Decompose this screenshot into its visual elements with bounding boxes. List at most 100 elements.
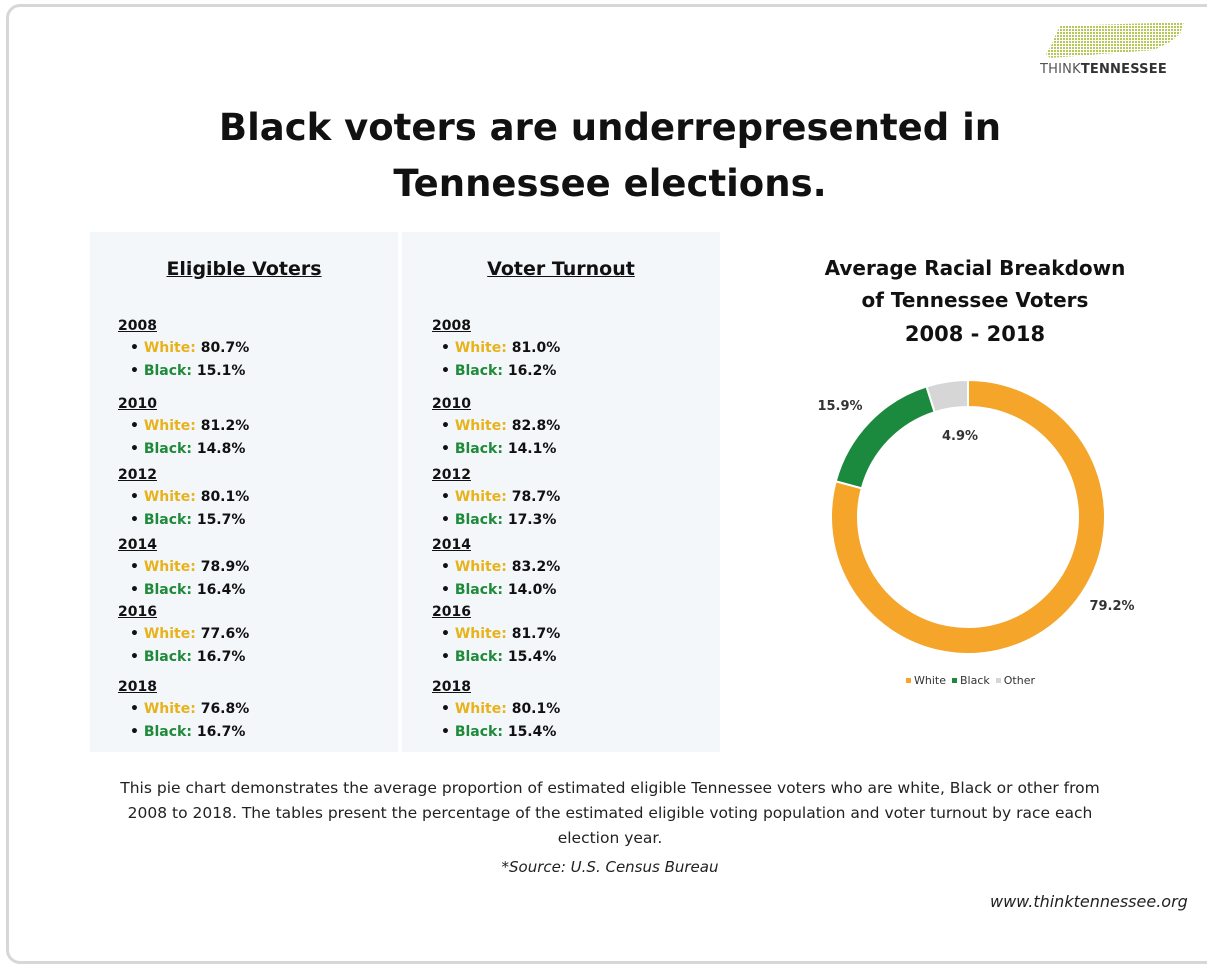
logo-wordmark: THINKTENNESSEE bbox=[1040, 62, 1167, 77]
white-value: 80.1% bbox=[511, 701, 561, 717]
eligible-voters-heading: Eligible Voters bbox=[166, 258, 322, 280]
turnout-year-2008: 2008 bbox=[432, 318, 471, 334]
think-tennessee-logo: THINKTENNESSEE bbox=[1038, 20, 1188, 80]
legend-swatch-icon bbox=[995, 678, 1001, 683]
white-value: 80.7% bbox=[200, 340, 250, 356]
eligible-black-2008: • Black: 15.1% bbox=[130, 363, 245, 379]
eligible-voters-panel: Eligible Voters bbox=[90, 232, 398, 752]
white-value: 83.2% bbox=[511, 559, 561, 575]
turnout-black-2018: • Black: 15.4% bbox=[441, 724, 556, 740]
website-url: www.thinktennessee.org bbox=[990, 892, 1188, 911]
data-label-white: 79.2% bbox=[1089, 599, 1134, 614]
turnout-year-2010: 2010 bbox=[432, 396, 471, 412]
bullet-icon: • bbox=[441, 363, 455, 379]
tennessee-map-icon bbox=[1046, 22, 1184, 58]
black-label: Black: bbox=[454, 649, 508, 665]
white-label: White: bbox=[454, 418, 512, 434]
black-value: 16.7% bbox=[196, 649, 246, 665]
black-label: Black: bbox=[454, 363, 508, 379]
source-note: *Source: U.S. Census Bureau bbox=[501, 858, 719, 876]
eligible-black-2016: • Black: 16.7% bbox=[130, 649, 245, 665]
slice-other bbox=[925, 378, 969, 414]
turnout-black-2008: • Black: 16.2% bbox=[441, 363, 556, 379]
slice-white bbox=[830, 378, 1106, 655]
bullet-icon: • bbox=[441, 340, 455, 356]
bullet-icon: • bbox=[441, 441, 455, 457]
data-label-black: 15.9% bbox=[817, 399, 862, 414]
white-value: 80.1% bbox=[200, 489, 250, 505]
white-label: White: bbox=[143, 418, 201, 434]
eligible-year-2012: 2012 bbox=[118, 467, 157, 483]
bullet-icon: • bbox=[441, 649, 455, 665]
black-label: Black: bbox=[454, 441, 508, 457]
turnout-black-2010: • Black: 14.1% bbox=[441, 441, 556, 457]
legend-label: Other bbox=[1003, 674, 1035, 687]
turnout-white-2010: • White: 82.8% bbox=[441, 418, 560, 434]
black-label: Black: bbox=[143, 649, 197, 665]
legend-label: White bbox=[914, 674, 946, 687]
eligible-black-2010: • Black: 14.8% bbox=[130, 441, 245, 457]
black-value: 14.1% bbox=[507, 441, 557, 457]
black-label: Black: bbox=[143, 512, 197, 528]
turnout-year-2016: 2016 bbox=[432, 604, 471, 620]
eligible-white-2014: • White: 78.9% bbox=[130, 559, 249, 575]
turnout-year-2018: 2018 bbox=[432, 679, 471, 695]
black-label: Black: bbox=[143, 441, 197, 457]
white-label: White: bbox=[454, 626, 512, 642]
eligible-white-2016: • White: 77.6% bbox=[130, 626, 249, 642]
voter-turnout-heading: Voter Turnout bbox=[487, 258, 635, 280]
black-label: Black: bbox=[143, 724, 197, 740]
white-label: White: bbox=[143, 559, 201, 575]
black-value: 14.0% bbox=[507, 582, 557, 598]
turnout-white-2008: • White: 81.0% bbox=[441, 340, 560, 356]
bullet-icon: • bbox=[441, 512, 455, 528]
turnout-year-2014: 2014 bbox=[432, 537, 471, 553]
bullet-icon: • bbox=[441, 559, 455, 575]
black-label: Black: bbox=[143, 582, 197, 598]
bullet-icon: • bbox=[130, 512, 144, 528]
bullet-icon: • bbox=[441, 701, 455, 717]
black-value: 15.7% bbox=[196, 512, 246, 528]
voter-turnout-panel: Voter Turnout bbox=[402, 232, 720, 752]
white-label: White: bbox=[454, 489, 512, 505]
turnout-black-2014: • Black: 14.0% bbox=[441, 582, 556, 598]
eligible-year-2010: 2010 bbox=[118, 396, 157, 412]
bullet-icon: • bbox=[130, 418, 144, 434]
white-label: White: bbox=[143, 701, 201, 717]
bullet-icon: • bbox=[130, 363, 144, 379]
white-label: White: bbox=[143, 340, 201, 356]
eligible-white-2018: • White: 76.8% bbox=[130, 701, 249, 717]
turnout-year-2012: 2012 bbox=[432, 467, 471, 483]
eligible-white-2010: • White: 81.2% bbox=[130, 418, 249, 434]
black-value: 16.4% bbox=[196, 582, 246, 598]
bullet-icon: • bbox=[130, 489, 144, 505]
white-label: White: bbox=[143, 489, 201, 505]
bullet-icon: • bbox=[441, 582, 455, 598]
chart-description: This pie chart demonstrates the average … bbox=[120, 779, 1100, 847]
legend-item-white: White bbox=[900, 674, 946, 687]
turnout-white-2012: • White: 78.7% bbox=[441, 489, 560, 505]
bullet-icon: • bbox=[130, 582, 144, 598]
black-label: Black: bbox=[143, 363, 197, 379]
black-value: 15.4% bbox=[507, 649, 557, 665]
bullet-icon: • bbox=[130, 626, 144, 642]
black-value: 14.8% bbox=[196, 441, 246, 457]
white-value: 81.2% bbox=[200, 418, 250, 434]
black-label: Black: bbox=[454, 724, 508, 740]
white-value: 76.8% bbox=[200, 701, 250, 717]
turnout-white-2016: • White: 81.7% bbox=[441, 626, 560, 642]
black-value: 16.7% bbox=[196, 724, 246, 740]
white-label: White: bbox=[143, 626, 201, 642]
legend-swatch-icon bbox=[952, 678, 957, 683]
eligible-black-2012: • Black: 15.7% bbox=[130, 512, 245, 528]
chart-legend: White Black Other bbox=[900, 674, 1035, 687]
chart-title: Average Racial Breakdown of Tennessee Vo… bbox=[824, 256, 1126, 312]
data-label-other: 4.9% bbox=[942, 429, 978, 444]
white-value: 81.0% bbox=[511, 340, 561, 356]
eligible-year-2016: 2016 bbox=[118, 604, 157, 620]
white-value: 78.9% bbox=[200, 559, 250, 575]
black-value: 17.3% bbox=[507, 512, 557, 528]
white-label: White: bbox=[454, 701, 512, 717]
bullet-icon: • bbox=[441, 626, 455, 642]
eligible-year-2018: 2018 bbox=[118, 679, 157, 695]
